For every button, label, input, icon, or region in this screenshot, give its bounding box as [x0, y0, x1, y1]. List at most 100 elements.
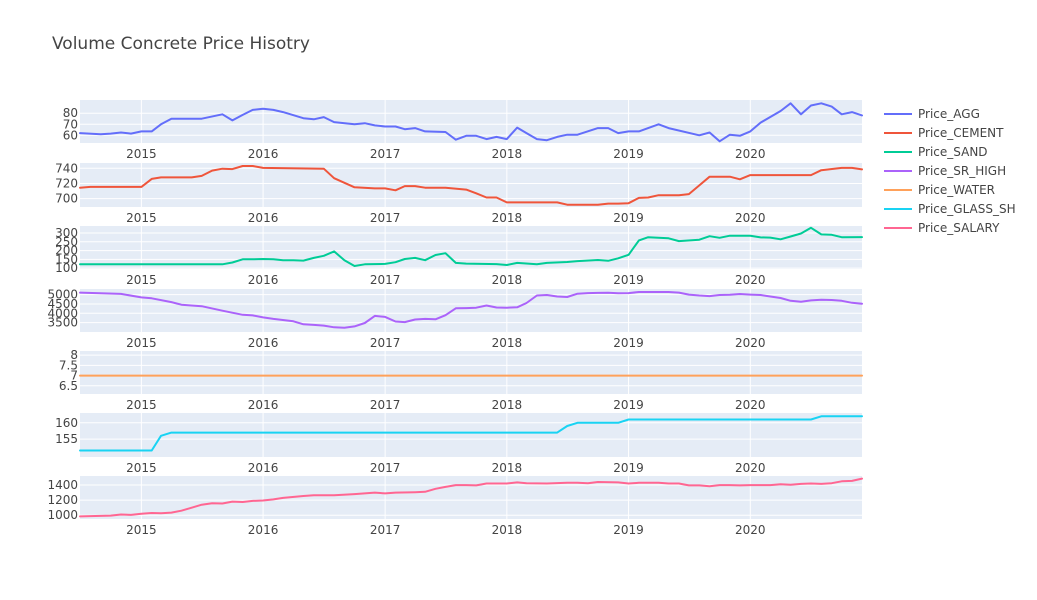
legend-item[interactable]: Price_SR_HIGH — [884, 164, 1006, 178]
x-tick-label: 2015 — [126, 461, 157, 475]
y-tick-label: 8 — [70, 348, 78, 362]
x-tick-label: 2018 — [492, 211, 523, 225]
y-tick-label: 100 — [55, 261, 78, 275]
x-tick-label: 2016 — [248, 273, 279, 287]
y-tick-label: 740 — [55, 161, 78, 175]
x-tick-label: 2019 — [613, 211, 644, 225]
legend-label: Price_SALARY — [918, 221, 1000, 235]
x-tick-label: 2017 — [370, 211, 401, 225]
y-tick-label: 700 — [55, 192, 78, 206]
y-tick-label: 1400 — [47, 478, 78, 492]
x-tick-label: 2016 — [248, 211, 279, 225]
x-tick-label: 2015 — [126, 336, 157, 350]
y-tick-label: 300 — [55, 226, 78, 240]
y-tick-label: 200 — [55, 244, 78, 258]
y-tick-label: 7 — [70, 369, 78, 383]
series-line-price-agg — [79, 102, 863, 143]
x-tick-label: 2017 — [370, 273, 401, 287]
y-tick-label: 4500 — [47, 297, 78, 311]
subplot-5: 6.577.58 2015 2016 2017 2018 2019 2020 — [59, 348, 863, 412]
y-tick-label: 150 — [55, 252, 78, 266]
legend-item[interactable]: Price_WATER — [884, 183, 995, 197]
y-tick-label: 70 — [63, 117, 78, 131]
x-tick-label: 2019 — [613, 273, 644, 287]
plot-background — [80, 163, 862, 207]
x-tick-label: 2018 — [492, 273, 523, 287]
y-tick-label: 1200 — [47, 493, 78, 507]
legend-item[interactable]: Price_GLASS_SH — [884, 202, 1016, 216]
x-tick-label: 2015 — [126, 147, 157, 161]
chart-title: Volume Concrete Price Hisotry — [52, 34, 310, 54]
plot-background — [80, 226, 862, 269]
x-tick-label: 2016 — [248, 523, 279, 537]
x-tick-label: 2018 — [492, 523, 523, 537]
subplot-6: 155 160 2015 2016 2017 2018 2019 2020 — [55, 413, 863, 475]
x-tick-label: 2019 — [613, 336, 644, 350]
x-tick-label: 2015 — [126, 523, 157, 537]
legend-label: Price_GLASS_SH — [918, 202, 1016, 216]
x-tick-label: 2016 — [248, 461, 279, 475]
x-tick-label: 2019 — [613, 461, 644, 475]
x-tick-label: 2017 — [370, 147, 401, 161]
y-tick-label: 3500 — [47, 316, 78, 330]
y-tick-label: 5000 — [47, 288, 78, 302]
x-tick-label: 2020 — [735, 273, 766, 287]
legend-item[interactable]: Price_CEMENT — [884, 126, 1004, 140]
x-tick-label: 2018 — [492, 147, 523, 161]
legend-label: Price_CEMENT — [918, 126, 1004, 140]
x-tick-label: 2017 — [370, 398, 401, 412]
legend-label: Price_SR_HIGH — [918, 164, 1006, 178]
series-line-price-sand — [79, 226, 863, 267]
series-line-price-glass-sh — [79, 415, 863, 452]
x-tick-label: 2020 — [735, 461, 766, 475]
legend-item[interactable]: Price_SALARY — [884, 221, 1000, 235]
legend-label: Price_SAND — [918, 145, 988, 159]
y-tick-label: 4000 — [47, 306, 78, 320]
x-tick-label: 2019 — [613, 147, 644, 161]
x-tick-label: 2020 — [735, 523, 766, 537]
x-tick-label: 2018 — [492, 398, 523, 412]
legend-label: Price_WATER — [918, 183, 995, 197]
legend: Price_AGG Price_CEMENT Price_SAND Price_SR_… — [884, 107, 1016, 235]
x-tick-label: 2020 — [735, 147, 766, 161]
plot-background — [80, 476, 862, 519]
x-tick-label: 2017 — [370, 336, 401, 350]
y-tick-label: 720 — [55, 176, 78, 190]
x-tick-label: 2017 — [370, 523, 401, 537]
series-line-price-cement — [79, 165, 863, 206]
x-tick-label: 2020 — [735, 211, 766, 225]
y-tick-label: 80 — [63, 106, 78, 120]
legend-item[interactable]: Price_AGG — [884, 107, 980, 121]
x-tick-label: 2016 — [248, 336, 279, 350]
legend-item[interactable]: Price_SAND — [884, 145, 988, 159]
x-tick-label: 2018 — [492, 336, 523, 350]
x-tick-label: 2020 — [735, 336, 766, 350]
x-tick-label: 2015 — [126, 273, 157, 287]
y-tick-label: 250 — [55, 235, 78, 249]
y-tick-label: 155 — [55, 432, 78, 446]
plot-background — [80, 289, 862, 332]
x-tick-label: 2019 — [613, 398, 644, 412]
x-tick-label: 2017 — [370, 461, 401, 475]
x-tick-label: 2019 — [613, 523, 644, 537]
plot-background — [80, 351, 862, 394]
y-tick-label: 1000 — [47, 508, 78, 522]
x-tick-label: 2020 — [735, 398, 766, 412]
series-line-price-sr-high — [79, 291, 863, 329]
x-tick-label: 2018 — [492, 461, 523, 475]
y-tick-label: 7.5 — [59, 358, 78, 372]
x-tick-label: 2015 — [126, 211, 157, 225]
x-tick-label: 2015 — [126, 398, 157, 412]
y-tick-label: 6.5 — [59, 379, 78, 393]
series-line-price-salary — [79, 477, 863, 518]
x-tick-label: 2016 — [248, 398, 279, 412]
x-tick-label: 2016 — [248, 147, 279, 161]
y-tick-label: 160 — [55, 416, 78, 430]
legend-label: Price_AGG — [918, 107, 980, 121]
